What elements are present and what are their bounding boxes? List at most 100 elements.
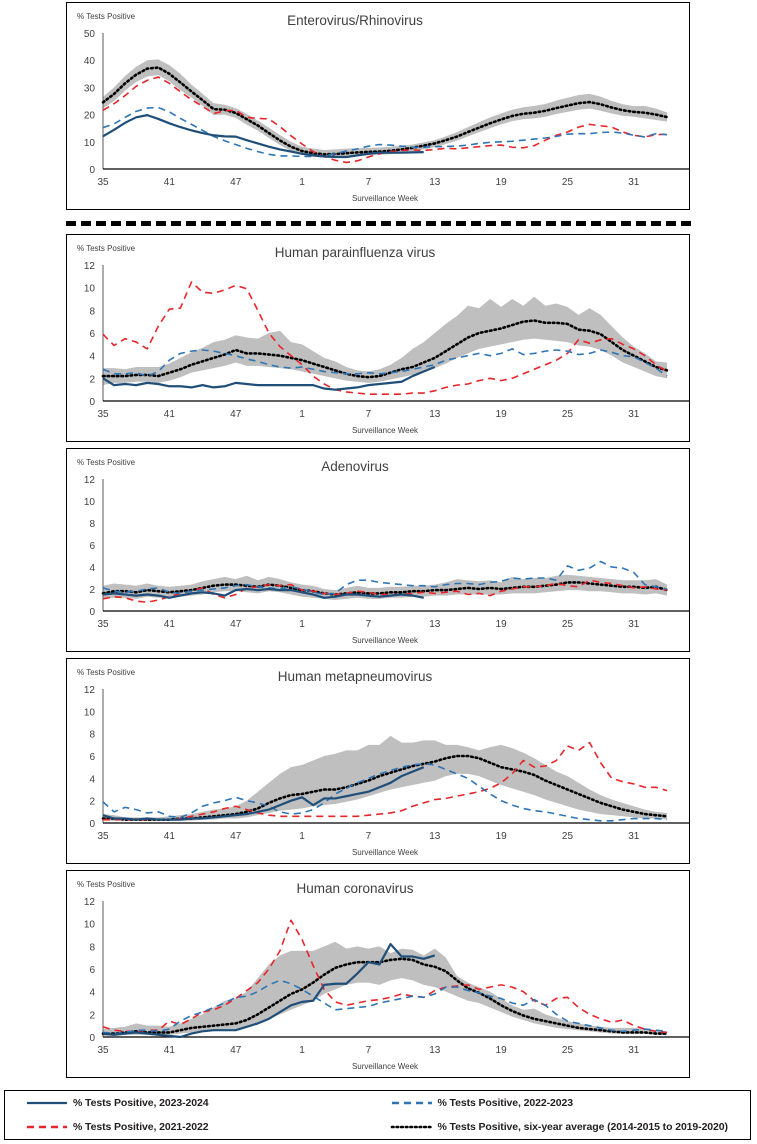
series-line (102, 76, 668, 164)
x-axis-tick-label: 41 (164, 1045, 176, 1056)
legend-label: % Tests Positive, 2021-2022 (73, 1121, 209, 1133)
x-axis-tick-label: 19 (496, 619, 508, 630)
y-axis-tick-label: 0 (89, 607, 95, 618)
x-axis-tick-label: 13 (429, 831, 441, 842)
x-axis-tick-label: 31 (628, 1045, 640, 1056)
six-year-average-range-band (103, 941, 667, 1036)
y-axis-tick-label: 2 (89, 1010, 95, 1021)
y-axis-tick-label: 40 (84, 56, 96, 67)
six-year-average-range-band (103, 735, 667, 821)
x-axis-tick-label: 47 (230, 619, 242, 630)
x-axis-tick-label: 1 (299, 177, 305, 188)
x-axis-tick-label: 47 (230, 1045, 242, 1056)
chart-title: Human parainfluenza virus (275, 245, 436, 260)
x-axis-tick-label: 7 (366, 831, 372, 842)
series-line (102, 348, 668, 377)
x-axis-tick-label: 19 (496, 177, 508, 188)
y-axis-tick-label: 12 (84, 475, 96, 486)
x-axis-tick-label: 25 (562, 1045, 574, 1056)
series-line (101, 319, 669, 379)
y-axis-tick-label: 10 (84, 284, 96, 295)
y-axis-tick-label: 6 (89, 965, 95, 976)
x-axis-tick-label: 31 (628, 177, 640, 188)
x-axis-tick-label: 47 (230, 409, 242, 420)
legend-2021-2022: % Tests Positive, 2021-2022 (5, 1121, 378, 1133)
x-axis-tick-label: 7 (366, 1045, 372, 1056)
legend-2023-2024: % Tests Positive, 2023-2024 (5, 1097, 378, 1109)
chart-panel-enterovirus-rhinovirus: % Tests Positive Enterovirus/Rhinovirus 0 1… (66, 2, 690, 210)
y-axis-tick-label: 30 (84, 83, 96, 94)
y-axis-tick-label: 4 (89, 352, 95, 363)
series-line (101, 957, 669, 1035)
y-axis-tick-label: 8 (89, 942, 95, 953)
x-axis-label: Surveillance Week (352, 426, 419, 435)
series-line (102, 587, 424, 599)
series-line (102, 365, 436, 391)
y-axis-tick-label: 0 (89, 819, 95, 830)
chart-human-parainfluenza-virus: % Tests Positive Human parainfluenza viru… (77, 244, 689, 435)
x-axis-label: Surveillance Week (352, 848, 419, 857)
y-axis-tick-label: 4 (89, 563, 95, 574)
legend-swatch-dashed (391, 1101, 432, 1105)
x-axis-label: Surveillance Week (352, 1062, 419, 1071)
legend-swatch-dashed (27, 1125, 67, 1129)
y-axis-tick-label: 20 (84, 111, 96, 122)
y-axis-tick-label: 12 (84, 261, 96, 272)
chart-panel-human-coronavirus: % Tests Positive Human coronavirus 0 2 4 6 8 10… (66, 870, 690, 1078)
figure-legend: % Tests Positive, 2023-2024 % Tests Posit… (4, 1090, 751, 1140)
x-axis-tick-label: 35 (97, 831, 109, 842)
x-axis-tick-label: 41 (164, 177, 176, 188)
chart-adenovirus: % Tests Positive Adenovirus 0 2 4 6 8 10 12 35 41 4… (77, 458, 689, 645)
x-axis-tick-label: 25 (562, 831, 574, 842)
series-line (102, 942, 436, 1039)
x-axis-label: Surveillance Week (352, 636, 419, 645)
x-axis-tick-label: 19 (496, 409, 508, 420)
chart-title: Adenovirus (321, 459, 389, 474)
y-axis-tick-label: 0 (89, 397, 95, 408)
six-year-average-range-band (103, 59, 667, 158)
series-line (102, 579, 668, 603)
legend-2022-2023: % Tests Positive, 2022-2023 (378, 1097, 751, 1109)
x-axis-tick-label: 13 (429, 177, 441, 188)
x-axis-tick-label: 35 (97, 1045, 109, 1056)
x-axis-tick-label: 1 (299, 1045, 305, 1056)
chart-human-metapneumovirus: % Tests Positive Human metapneumovirus 0 2 4… (77, 668, 689, 857)
y-axis-tick-label: 10 (84, 138, 96, 149)
legend-swatch-dotted (390, 1125, 433, 1129)
y-axis-tick-label: 10 (84, 707, 96, 718)
chart-panel-adenovirus: % Tests Positive Adenovirus 0 2 4 6 8 10 12 35 41 4… (66, 448, 690, 652)
series-line (103, 741, 668, 821)
y-axis-tick-label: 2 (89, 585, 95, 596)
x-axis-tick-label: 7 (366, 177, 372, 188)
y-axis-unit-label: % Tests Positive (77, 880, 136, 889)
series-line (102, 766, 425, 821)
legend-label: % Tests Positive, 2023-2024 (73, 1097, 209, 1109)
y-axis-tick-label: 2 (89, 374, 95, 385)
legend-six-year-average: % Tests Positive, six-year average (2014… (378, 1121, 751, 1133)
x-axis-tick-label: 1 (299, 619, 305, 630)
x-axis-tick-label: 47 (230, 177, 242, 188)
series-line (102, 114, 424, 159)
chart-panel-human-metapneumovirus: % Tests Positive Human metapneumovirus 0 2 4… (66, 658, 690, 864)
series-line (102, 919, 668, 1034)
series-line (102, 281, 668, 395)
x-axis-tick-label: 13 (429, 409, 441, 420)
x-axis-tick-label: 1 (299, 409, 305, 420)
y-axis-tick-label: 8 (89, 730, 95, 741)
y-axis-unit-label: % Tests Positive (77, 244, 136, 253)
y-axis-tick-label: 6 (89, 329, 95, 340)
x-axis-tick-label: 41 (164, 409, 176, 420)
y-axis-tick-label: 12 (84, 897, 96, 908)
y-axis-unit-label: % Tests Positive (77, 458, 136, 467)
chart-enterovirus-rhinovirus: % Tests Positive Enterovirus/Rhinovirus 0 1… (77, 12, 689, 203)
y-axis-tick-label: 2 (89, 797, 95, 808)
x-axis-tick-label: 19 (496, 1045, 508, 1056)
x-axis-tick-label: 31 (628, 409, 640, 420)
x-axis-tick-label: 19 (496, 831, 508, 842)
y-axis-unit-label: % Tests Positive (77, 668, 136, 677)
series-line (102, 763, 668, 822)
y-axis-tick-label: 50 (84, 29, 96, 40)
y-axis-tick-label: 10 (84, 497, 96, 508)
x-axis-tick-label: 31 (628, 619, 640, 630)
chart-human-coronavirus: % Tests Positive Human coronavirus 0 2 4 6 8 10… (77, 880, 689, 1071)
